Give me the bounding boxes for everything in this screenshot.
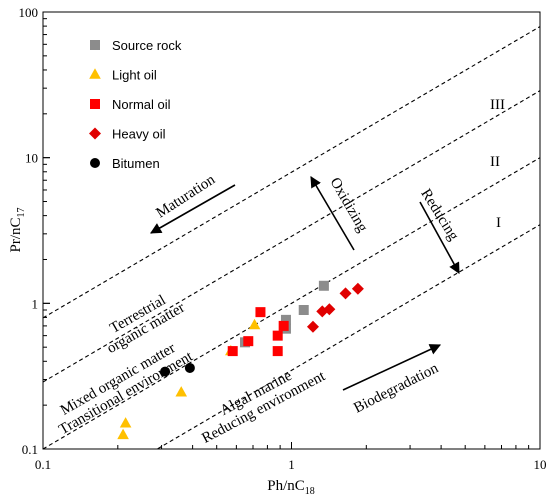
- normal-oil-point: [243, 336, 254, 347]
- reducing-arrow: [419, 201, 460, 274]
- boundary-line: [43, 157, 540, 449]
- normal-oil-point: [272, 330, 283, 341]
- y-tick-label: 0.1: [22, 442, 38, 457]
- boundary-lines: [43, 26, 540, 449]
- biodegradation-arrow: [342, 344, 442, 391]
- zone-label-i: I: [496, 215, 501, 231]
- heavy-oil-point: [306, 320, 319, 333]
- x-tick-label: 0.1: [35, 457, 51, 472]
- plot-frame: [42, 11, 541, 450]
- heavy-oil-point: [323, 303, 336, 316]
- source-rock-point: [298, 304, 309, 315]
- light-oil-point: [175, 386, 188, 397]
- legend-label-normal-oil: Normal oil: [112, 97, 171, 112]
- bitumen-point: [184, 362, 195, 373]
- normal-oil-point: [227, 346, 238, 357]
- zone-label-ii: II: [490, 154, 500, 170]
- oxidizing-arrow: [310, 176, 355, 251]
- light-oil-point: [119, 417, 132, 428]
- y-axis-label: Pr/nC17: [8, 207, 27, 252]
- boundary-line: [156, 224, 540, 449]
- bitumen-point: [160, 366, 171, 377]
- light-oil-point: [117, 428, 129, 440]
- maturation-arrow: [150, 184, 236, 234]
- source-rock-point: [280, 314, 291, 325]
- source-rock-point: [318, 280, 329, 291]
- tick-labels: 0.1 1 10 0.1 1 10 100: [19, 5, 547, 472]
- normal-oil-point: [272, 346, 283, 357]
- legend-label-source-rock: Source rock: [112, 38, 182, 53]
- axis-ticks: [42, 11, 541, 450]
- normal-oil-point: [278, 320, 289, 331]
- legend-marker-normal-oil: [90, 99, 100, 109]
- heavy-oil-point: [339, 287, 352, 300]
- light-oil-point: [248, 318, 261, 330]
- normal-oil-point: [255, 307, 266, 318]
- legend-label-heavy-oil: Heavy oil: [112, 127, 166, 142]
- legend: Source rock Light oil Normal oil Heavy oil B…: [89, 38, 182, 171]
- legend-label-light-oil: Light oil: [112, 68, 157, 83]
- y-tick-label: 1: [32, 296, 39, 311]
- heavy-oil-point: [351, 282, 364, 295]
- boundary-line: [43, 26, 540, 319]
- boundary-line: [43, 90, 540, 383]
- legend-marker-light-oil: [89, 68, 101, 79]
- data-points: [117, 280, 364, 440]
- x-tick-label: 1: [288, 457, 295, 472]
- zone-label-iii: III: [490, 97, 505, 113]
- legend-marker-source-rock: [90, 40, 100, 50]
- x-axis-label: Ph/nC18: [267, 478, 315, 497]
- legend-label-bitumen: Bitumen: [112, 156, 160, 171]
- y-tick-label: 100: [19, 5, 39, 20]
- legend-marker-bitumen: [90, 158, 100, 168]
- legend-marker-heavy-oil: [89, 127, 101, 140]
- y-tick-label: 10: [25, 151, 38, 166]
- x-tick-label: 10: [534, 457, 547, 472]
